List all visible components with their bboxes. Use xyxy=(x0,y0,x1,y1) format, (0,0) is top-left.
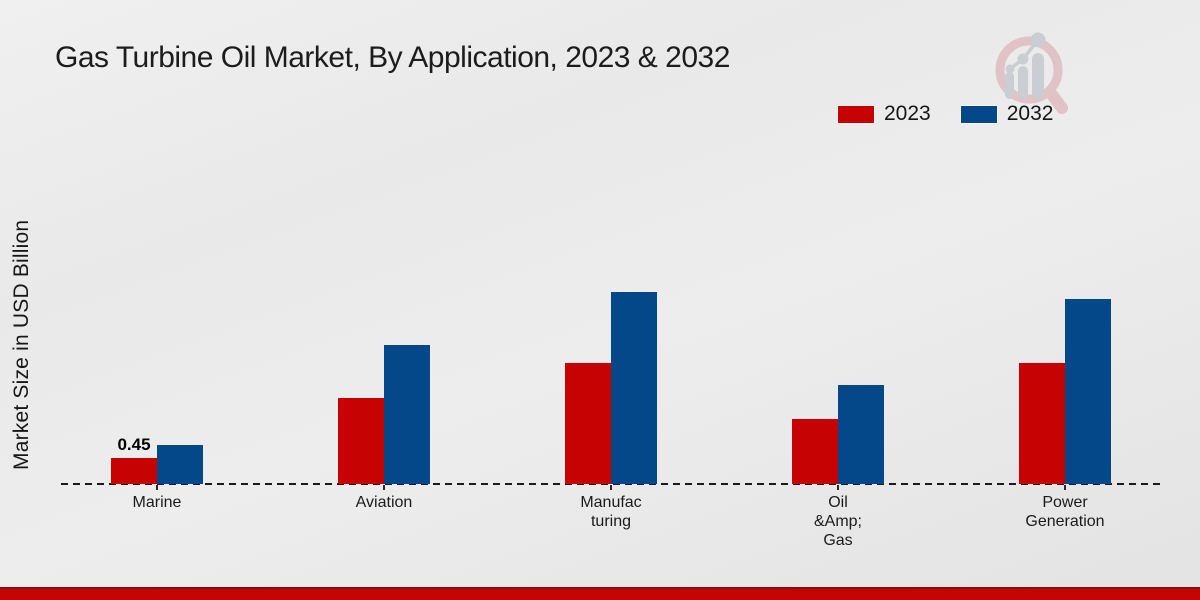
legend-item-2023: 2023 xyxy=(838,102,931,126)
x-axis-label-power-generation: Power Generation xyxy=(1025,494,1105,530)
bar-2023-manufac-turing xyxy=(565,363,611,484)
legend-label-2023: 2023 xyxy=(884,102,931,125)
bar-2032-aviation xyxy=(384,345,430,484)
bar-2032-power-generation xyxy=(1065,299,1111,484)
x-axis-tick-aviation xyxy=(383,485,385,490)
footer-bar xyxy=(0,587,1200,600)
x-axis-tick-marine xyxy=(156,485,158,490)
legend-label-2032: 2032 xyxy=(1006,102,1054,125)
data-label-2023-marine: 0.45 xyxy=(117,435,151,454)
bar-2032-oil-amp-gas xyxy=(838,385,884,484)
x-axis-label-manufac-turing: Manufac turing xyxy=(580,494,642,530)
x-axis-tick-oil-amp-gas xyxy=(837,485,839,490)
bar-2032-marine xyxy=(157,445,203,484)
bar-2023-aviation xyxy=(338,398,384,484)
legend-swatch-2032 xyxy=(960,105,997,123)
bar-2032-manufac-turing xyxy=(611,292,657,484)
x-axis-tick-power-generation xyxy=(1064,485,1066,490)
legend-item-2032: 2032 xyxy=(960,102,1054,126)
legend: 2023 2032 xyxy=(838,102,1053,126)
x-axis-line xyxy=(61,483,1161,485)
x-axis-label-oil-amp-gas: Oil &Amp; Gas xyxy=(813,494,862,549)
bar-2023-oil-amp-gas xyxy=(792,419,838,484)
legend-swatch-2023 xyxy=(838,105,874,123)
bar-2023-marine xyxy=(111,458,157,484)
chart-title: Gas Turbine Oil Market, By Application, … xyxy=(55,41,730,74)
bar-2023-power-generation xyxy=(1019,363,1065,484)
x-axis-tick-manufac-turing xyxy=(610,485,612,490)
x-axis-label-aviation: Aviation xyxy=(355,494,413,511)
x-axis-label-marine: Marine xyxy=(132,494,182,511)
magnifier-growth-chart-logo-icon xyxy=(992,20,1076,129)
